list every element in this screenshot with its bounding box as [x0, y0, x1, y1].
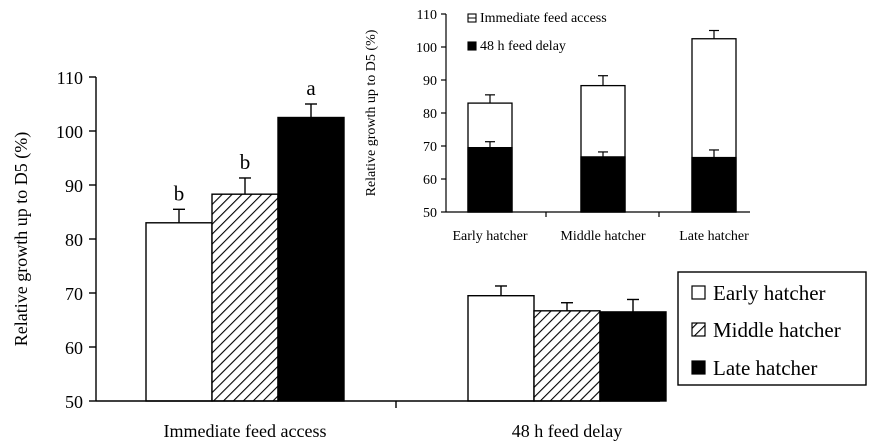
- legend-swatch: [691, 360, 706, 375]
- bar-middle-hatcher-1: [533, 310, 601, 402]
- inset-y-tick-label: 90: [423, 74, 437, 89]
- inset-x-category-label: Early hatcher: [452, 229, 527, 244]
- bar-early-hatcher-1: [467, 295, 535, 402]
- significance-letter: b: [174, 181, 185, 205]
- legend-label: Late hatcher: [713, 356, 817, 380]
- inset-bar-delay-0: [467, 146, 513, 213]
- significance-letter: a: [306, 76, 316, 100]
- y-tick-label: 50: [65, 392, 83, 412]
- bar-late-hatcher-0: [277, 116, 345, 402]
- x-category-label: 48 h feed delay: [512, 421, 622, 441]
- inset-legend-label-immediate: Immediate feed access: [480, 11, 607, 26]
- legend-swatch: [691, 285, 706, 300]
- significance-letter: b: [240, 150, 251, 174]
- y-tick-label: 100: [56, 122, 83, 142]
- inset-y-tick-label: 50: [423, 206, 437, 221]
- legend-label: Middle hatcher: [713, 318, 841, 342]
- y-tick-label: 80: [65, 230, 83, 250]
- y-axis-label: Relative growth up to D5 (%): [11, 132, 32, 346]
- inset-y-axis-label: Relative growth up to D5 (%): [364, 29, 379, 196]
- inset-bar-delay-2: [691, 156, 737, 213]
- inset-y-tick-label: 110: [417, 8, 437, 23]
- inset-legend-label-delay: 48 h feed delay: [480, 39, 566, 54]
- bar-late-hatcher-1: [599, 311, 667, 402]
- bar-middle-hatcher-0: [211, 193, 279, 402]
- inset-y-tick-label: 80: [423, 107, 437, 122]
- bar-early-hatcher-0: [145, 222, 213, 402]
- inset-x-category-label: Middle hatcher: [560, 229, 645, 244]
- inset-y-tick-label: 70: [423, 140, 437, 155]
- legend-box: [677, 271, 867, 386]
- y-tick-label: 90: [65, 176, 83, 196]
- y-tick-label: 60: [65, 338, 83, 358]
- inset-bar-delay-1: [580, 156, 626, 213]
- inset-legend-swatch-delay: [467, 41, 477, 51]
- legend-swatch: [691, 322, 706, 337]
- inset-y-tick-label: 60: [423, 173, 437, 188]
- inset-x-category-label: Late hatcher: [679, 229, 749, 244]
- legend-label: Early hatcher: [713, 281, 826, 305]
- y-tick-label: 70: [65, 284, 83, 304]
- inset-y-tick-label: 100: [416, 41, 437, 56]
- y-tick-label: 110: [57, 68, 83, 88]
- x-category-label: Immediate feed access: [164, 421, 327, 441]
